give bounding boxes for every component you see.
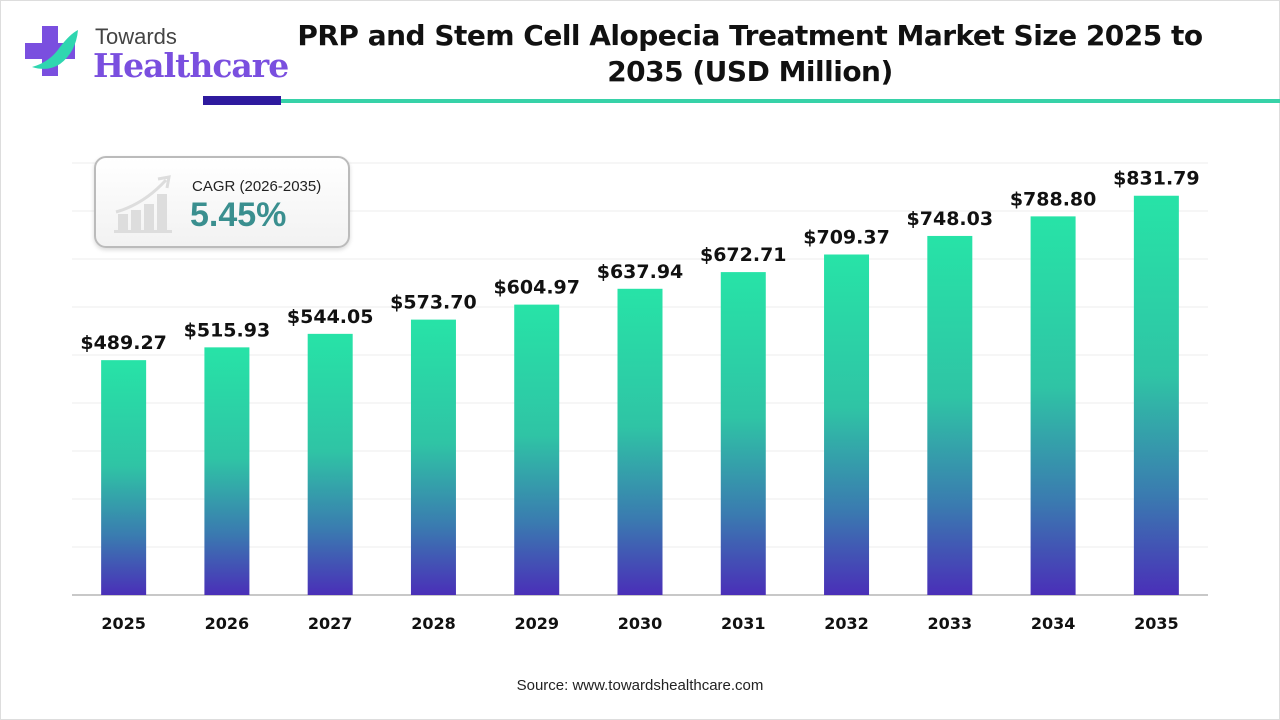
x-tick-2028: 2028 — [411, 614, 456, 633]
cagr-box: CAGR (2026-2035) 5.45% — [94, 156, 350, 248]
bar-2029 — [514, 304, 560, 595]
cagr-value: 5.45% — [190, 196, 287, 234]
bar-2027 — [307, 333, 353, 595]
data-label-2034: $788.80 — [1010, 188, 1097, 210]
x-tick-2034: 2034 — [1031, 614, 1076, 633]
data-label-2027: $544.05 — [287, 306, 374, 328]
bar-2025 — [101, 360, 147, 595]
x-tick-2032: 2032 — [824, 614, 869, 633]
bar-2026 — [204, 347, 250, 595]
chart-title: PRP and Stem Cell Alopecia Treatment Mar… — [297, 19, 1203, 88]
bar-2034 — [1030, 216, 1076, 595]
cagr-label: CAGR (2026-2035) — [192, 178, 322, 195]
data-label-2030: $637.94 — [597, 261, 684, 283]
x-tick-2030: 2030 — [618, 614, 663, 633]
medical-cross-leaf-icon — [25, 26, 78, 76]
bar-2035 — [1133, 195, 1179, 596]
data-label-2035: $831.79 — [1113, 168, 1200, 190]
data-label-2031: $672.71 — [700, 244, 787, 266]
source-note: Source: www.towardshealthcare.com — [516, 677, 764, 694]
bar-2032 — [824, 254, 870, 596]
x-tick-2035: 2035 — [1134, 614, 1179, 633]
logo-text-healthcare: Healthcare — [93, 46, 289, 85]
x-tick-2033: 2033 — [928, 614, 973, 633]
data-label-2029: $604.97 — [493, 277, 580, 299]
towards-healthcare-logo: Towards Healthcare — [20, 22, 289, 85]
data-label-2032: $709.37 — [803, 227, 890, 249]
x-tick-2025: 2025 — [101, 614, 146, 633]
x-tick-2031: 2031 — [721, 614, 766, 633]
bar-2030 — [617, 288, 663, 595]
logo-text-towards: Towards — [95, 24, 177, 49]
data-label-2026: $515.93 — [184, 319, 271, 341]
x-tick-2026: 2026 — [205, 614, 250, 633]
data-label-2033: $748.03 — [907, 208, 994, 230]
title-underline-teal — [281, 99, 1280, 103]
growth-chart-icon — [114, 175, 172, 233]
bar-2028 — [410, 319, 456, 595]
data-label-2028: $573.70 — [390, 292, 477, 314]
bar-2031 — [720, 272, 766, 595]
data-label-2025: $489.27 — [80, 332, 167, 354]
title-underline-dark — [203, 96, 281, 105]
x-tick-2027: 2027 — [308, 614, 353, 633]
bar-2033 — [927, 235, 973, 595]
x-tick-2029: 2029 — [514, 614, 559, 633]
